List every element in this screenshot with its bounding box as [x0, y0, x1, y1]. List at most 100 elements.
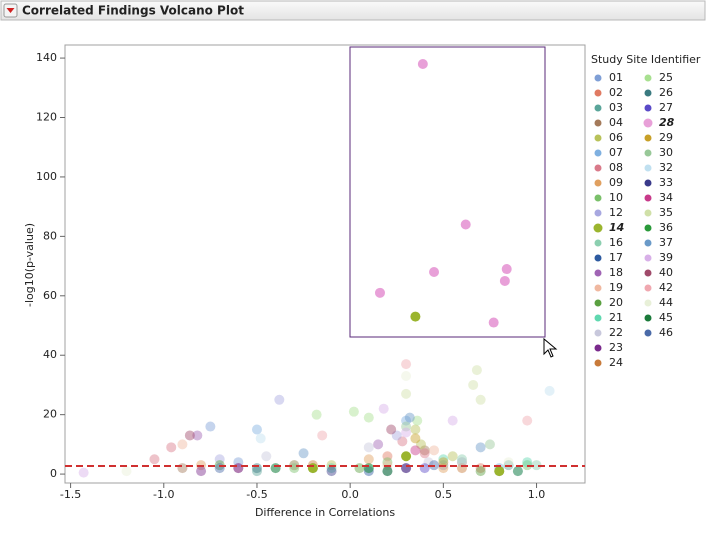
x-tick-label: 1.0	[528, 488, 546, 501]
plot-frame	[64, 44, 586, 484]
data-point	[410, 424, 421, 435]
data-point	[475, 442, 486, 453]
data-point	[184, 430, 195, 441]
legend-marker	[644, 224, 652, 232]
data-point	[404, 412, 415, 423]
data-point	[419, 445, 430, 456]
legend-label: 23	[609, 341, 623, 354]
legend-marker	[644, 194, 652, 202]
legend-marker	[644, 269, 652, 277]
data-point	[447, 415, 458, 426]
data-point	[382, 451, 393, 462]
legend-label: 25	[659, 71, 673, 84]
data-point	[401, 427, 412, 438]
legend-label: 34	[659, 191, 673, 204]
data-point	[289, 460, 300, 471]
data-point	[78, 467, 89, 478]
data-point	[363, 466, 374, 477]
data-point	[522, 457, 533, 468]
data-point	[374, 287, 385, 298]
data-point	[373, 439, 384, 450]
legend-marker	[594, 134, 602, 142]
legend-label: 01	[609, 71, 623, 84]
data-point	[423, 457, 434, 468]
legend-title: Study Site Identifier	[591, 53, 701, 66]
data-point	[311, 409, 322, 420]
data-point	[270, 463, 281, 474]
legend-marker	[644, 329, 652, 337]
legend-label: 07	[609, 146, 623, 159]
x-tick-label: -1.0	[153, 488, 174, 501]
data-point	[456, 457, 467, 468]
data-point	[447, 451, 458, 462]
data-point	[177, 439, 188, 450]
data-point	[214, 463, 225, 474]
data-point	[503, 457, 514, 468]
y-tick-label: 140	[36, 51, 57, 64]
data-point	[205, 421, 216, 432]
legend-label: 33	[659, 176, 673, 189]
legend-marker	[644, 209, 652, 217]
data-point	[382, 466, 393, 477]
data-point	[354, 463, 365, 474]
legend-label: 30	[659, 146, 673, 159]
data-point	[419, 448, 430, 459]
legend-marker	[644, 149, 652, 157]
data-point	[460, 219, 471, 230]
data-point	[415, 439, 426, 450]
data-point	[391, 430, 402, 441]
data-point	[499, 275, 510, 286]
y-tick-label: 40	[43, 348, 57, 361]
legend-label: 18	[609, 266, 623, 279]
data-point	[307, 463, 318, 474]
legend-label: 44	[659, 296, 673, 309]
legend-label: 24	[609, 356, 623, 369]
data-point	[121, 466, 132, 477]
legend-marker	[594, 239, 602, 247]
data-point	[363, 463, 374, 474]
data-point	[401, 415, 412, 426]
legend-label: 08	[609, 161, 623, 174]
legend-marker	[644, 164, 652, 172]
legend-marker	[643, 118, 653, 128]
data-point	[438, 454, 449, 465]
data-point	[401, 421, 412, 432]
data-point	[512, 466, 523, 477]
y-tick-label: 0	[50, 467, 57, 480]
menu-button[interactable]	[3, 3, 18, 18]
legend-marker	[594, 344, 602, 352]
legend-marker	[644, 239, 652, 247]
data-point	[274, 394, 285, 405]
data-point	[417, 59, 428, 70]
data-point	[261, 451, 272, 462]
legend-marker	[594, 74, 602, 82]
data-point	[501, 264, 512, 275]
legend-label: 27	[659, 101, 673, 114]
data-point	[471, 365, 482, 376]
y-tick-label: 100	[36, 170, 57, 183]
x-tick-label: -1.5	[60, 488, 81, 501]
legend-marker	[594, 119, 602, 127]
selection-box	[349, 46, 546, 338]
legend-label: 09	[609, 176, 623, 189]
data-point	[192, 430, 203, 441]
data-point	[348, 406, 359, 417]
legend-marker	[644, 254, 652, 262]
data-point	[429, 267, 440, 278]
data-point	[255, 433, 266, 444]
data-point	[484, 439, 495, 450]
legend-label: 29	[659, 131, 673, 144]
legend-label: 32	[659, 161, 673, 174]
data-point	[419, 463, 430, 474]
data-point	[196, 466, 207, 477]
legend-label: 37	[659, 236, 673, 249]
cursor	[543, 337, 558, 358]
data-point	[149, 454, 160, 465]
data-point	[512, 466, 523, 477]
data-point	[456, 457, 467, 468]
legend-marker	[594, 104, 602, 112]
legend-label: 28	[659, 116, 675, 129]
legend-label: 21	[609, 311, 623, 324]
legend-marker	[594, 299, 602, 307]
